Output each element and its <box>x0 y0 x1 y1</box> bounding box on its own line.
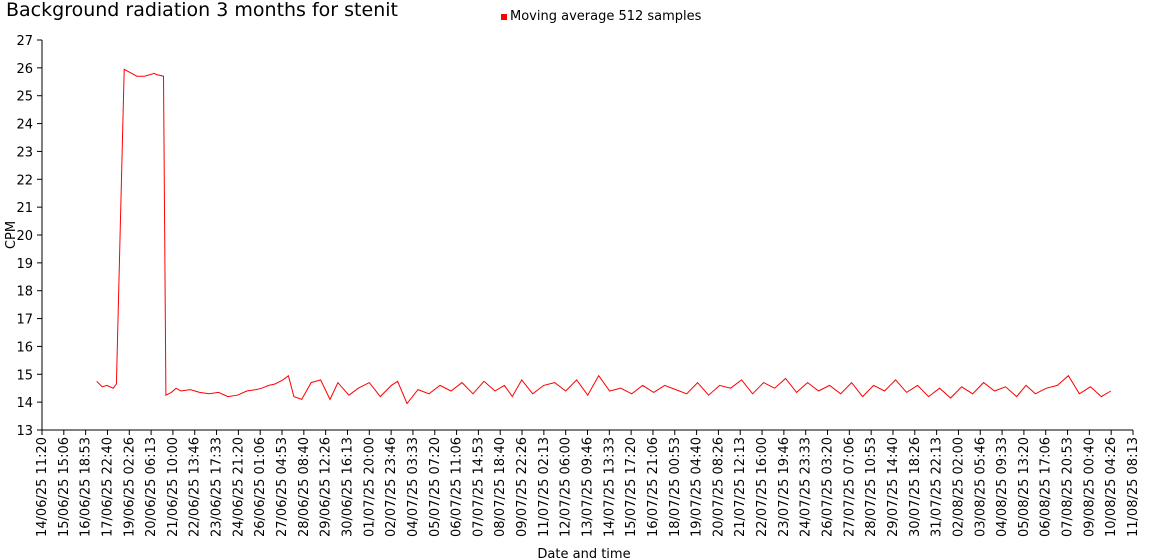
legend-swatch <box>501 13 507 20</box>
x-tick-label: 21/06/25 10:00 <box>166 437 181 537</box>
x-tick-label: 20/06/25 06:13 <box>144 437 159 537</box>
x-tick-label: 27/07/25 07:06 <box>842 437 857 537</box>
x-tick-label: 24/07/25 23:33 <box>799 437 814 537</box>
x-tick-label: 02/07/25 23:46 <box>384 437 399 537</box>
x-tick-label: 30/07/25 18:26 <box>908 437 923 537</box>
x-tick-label: 27/06/25 04:53 <box>275 437 290 537</box>
y-tick-label: 20 <box>16 229 33 244</box>
x-tick-label: 16/07/25 21:06 <box>646 437 661 537</box>
legend-label: Moving average 512 samples <box>510 9 702 24</box>
x-axis: 14/06/25 11:20 15/06/25 15:06 16/06/25 18:… <box>35 429 1141 537</box>
y-tick-label: 27 <box>16 34 33 49</box>
y-tick-label: 19 <box>16 257 33 272</box>
y-tick-label: 24 <box>16 118 33 133</box>
x-tick-label: 05/07/25 07:20 <box>428 437 443 537</box>
y-tick-label: 25 <box>16 90 33 105</box>
y-tick-label: 18 <box>16 285 33 300</box>
x-tick-label: 04/08/25 09:33 <box>995 437 1010 537</box>
x-tick-label: 22/06/25 13:46 <box>188 437 203 537</box>
plot-area <box>96 68 1112 405</box>
series-line <box>96 68 1112 405</box>
x-tick-label: 10/08/25 04:26 <box>1104 437 1119 537</box>
x-tick-label: 21/07/25 12:13 <box>733 437 748 537</box>
x-tick-label: 15/06/25 15:06 <box>57 437 72 537</box>
x-tick-label: 14/07/25 13:33 <box>602 437 617 537</box>
x-tick-label: 07/07/25 14:53 <box>471 437 486 537</box>
y-tick-label: 26 <box>16 62 33 77</box>
x-tick-label: 16/06/25 18:53 <box>79 437 94 537</box>
x-tick-label: 09/08/25 00:40 <box>1082 437 1097 537</box>
x-tick-label: 07/08/25 20:53 <box>1061 437 1076 537</box>
y-axis-label: CPM <box>4 221 19 249</box>
y-tick-label: 17 <box>16 313 33 328</box>
x-tick-label: 29/06/25 12:26 <box>319 437 334 537</box>
x-tick-label: 24/06/25 21:20 <box>231 437 246 537</box>
x-tick-label: 22/07/25 16:00 <box>755 437 770 537</box>
y-tick-label: 21 <box>16 201 33 216</box>
y-tick-label: 15 <box>16 368 33 383</box>
x-tick-label: 06/08/25 17:06 <box>1039 437 1054 537</box>
x-tick-label: 15/07/25 17:20 <box>624 437 639 537</box>
x-tick-label: 14/06/25 11:20 <box>35 437 50 537</box>
x-tick-label: 23/07/25 19:46 <box>777 437 792 537</box>
x-tick-label: 06/07/25 11:06 <box>450 437 465 537</box>
x-tick-label: 03/08/25 05:46 <box>973 437 988 537</box>
y-tick-label: 23 <box>16 145 33 160</box>
x-tick-label: 08/07/25 18:40 <box>493 437 508 537</box>
x-tick-label: 31/07/25 22:13 <box>930 437 945 537</box>
legend: Moving average 512 samples <box>501 9 701 24</box>
x-tick-label: 30/06/25 16:13 <box>340 437 355 537</box>
x-tick-label: 19/06/25 02:26 <box>122 437 137 537</box>
x-tick-label: 28/06/25 08:40 <box>297 437 312 537</box>
x-tick-label: 02/08/25 02:00 <box>951 437 966 537</box>
y-tick-label: 14 <box>16 396 33 411</box>
x-tick-label: 17/06/25 22:40 <box>100 437 115 537</box>
x-tick-label: 13/07/25 09:46 <box>580 437 595 537</box>
y-tick-label: 16 <box>16 340 33 355</box>
x-tick-label: 01/07/25 20:00 <box>362 437 377 537</box>
x-tick-label: 18/07/25 00:53 <box>668 437 683 537</box>
y-tick-label: 13 <box>16 424 33 439</box>
x-tick-label: 11/08/25 08:13 <box>1126 437 1141 537</box>
y-tick-label: 22 <box>16 173 33 188</box>
x-tick-label: 26/06/25 01:06 <box>253 437 268 537</box>
x-tick-label: 20/07/25 08:26 <box>711 437 726 537</box>
x-tick-label: 26/07/25 03:20 <box>821 437 836 537</box>
x-tick-label: 19/07/25 04:40 <box>690 437 705 537</box>
y-axis: 13 14 15 16 17 18 19 20 21 22 23 24 25 26 27 <box>16 34 43 439</box>
x-tick-label: 05/08/25 13:20 <box>1017 437 1032 537</box>
x-tick-label: 12/07/25 06:00 <box>559 437 574 537</box>
chart-title: Background radiation 3 months for stenit <box>6 0 398 21</box>
x-axis-label: Date and time <box>537 547 630 560</box>
x-tick-label: 23/06/25 17:33 <box>210 437 225 537</box>
x-tick-label: 29/07/25 14:40 <box>886 437 901 537</box>
x-tick-label: 04/07/25 03:33 <box>406 437 421 537</box>
x-tick-label: 11/07/25 02:13 <box>537 437 552 537</box>
x-tick-label: 09/07/25 22:26 <box>515 437 530 537</box>
x-tick-label: 28/07/25 10:53 <box>864 437 879 537</box>
